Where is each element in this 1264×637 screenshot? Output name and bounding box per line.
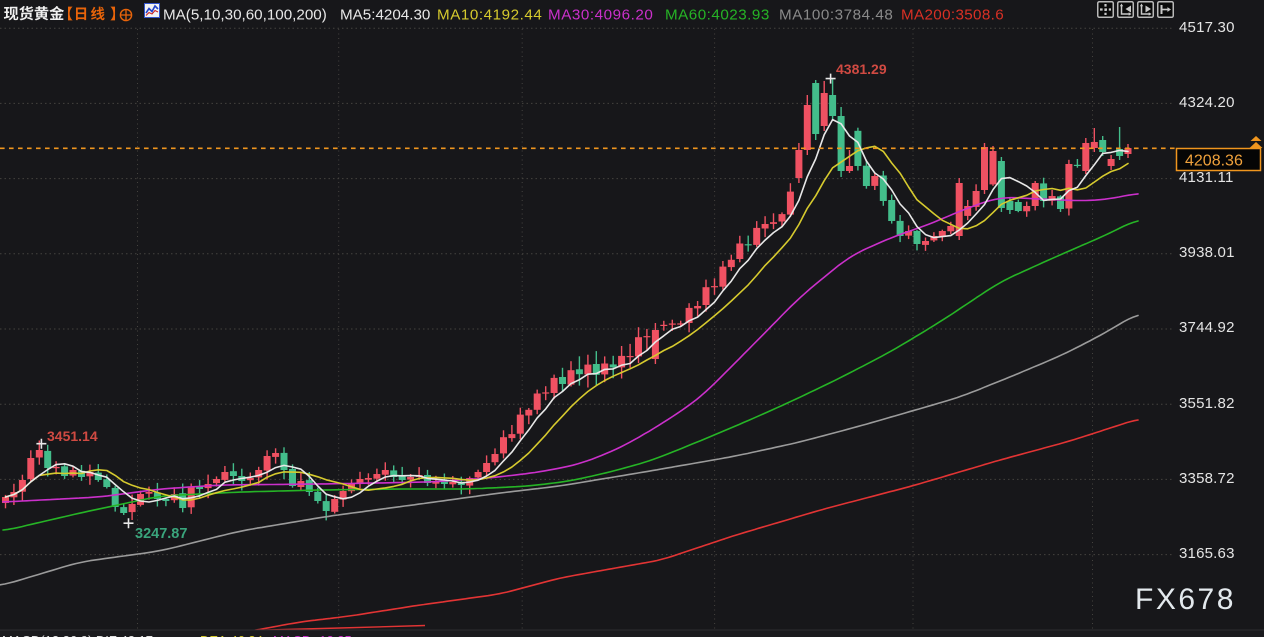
svg-text:MA30:4096.20: MA30:4096.20 — [548, 7, 653, 24]
svg-text:MA60:4023.93: MA60:4023.93 — [665, 7, 770, 24]
svg-text:MA100:3784.48: MA100:3784.48 — [779, 7, 893, 24]
svg-text:4208.36: 4208.36 — [1185, 153, 1243, 170]
svg-text:MA5:4204.30: MA5:4204.30 — [340, 7, 430, 24]
svg-text:MA200:3508.6: MA200:3508.6 — [901, 7, 1004, 24]
svg-text:3247.87: 3247.87 — [135, 526, 187, 542]
svg-text:4381.29: 4381.29 — [836, 61, 887, 77]
svg-text:MA(5,10,30,60,100,200): MA(5,10,30,60,100,200) — [163, 7, 327, 24]
svg-text:MA10:4192.44: MA10:4192.44 — [437, 7, 542, 24]
svg-text:3451.14: 3451.14 — [47, 428, 98, 444]
